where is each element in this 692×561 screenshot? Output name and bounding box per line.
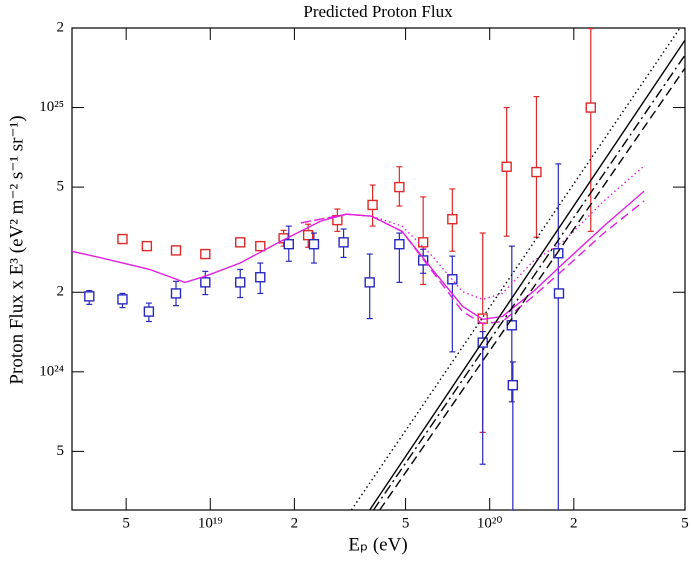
data-point: [141, 240, 153, 252]
y-tick-label: 2: [57, 284, 65, 300]
y-tick-label: 2: [57, 19, 65, 35]
data-point: [302, 229, 314, 241]
x-tick-label: 10²⁰: [477, 515, 503, 531]
data-point: [235, 277, 246, 288]
data-point: [255, 240, 266, 252]
data-point: [553, 288, 565, 299]
data-point: [255, 272, 266, 283]
data-point: [143, 306, 155, 317]
plot-area: [72, 28, 685, 510]
curve: [372, 54, 685, 510]
data-point: [447, 214, 458, 225]
curve: [379, 67, 685, 510]
data-point: [585, 102, 596, 113]
data-point: [507, 379, 519, 391]
data-point: [170, 245, 182, 256]
curve: [350, 28, 681, 510]
data-point: [235, 237, 246, 248]
data-point: [338, 237, 349, 248]
data-point: [367, 199, 378, 211]
data-point: [417, 255, 429, 266]
data-point: [394, 239, 405, 250]
data-point: [84, 291, 95, 302]
x-tick-label: 2: [570, 515, 578, 531]
x-tick-label: 10¹⁹: [198, 515, 223, 531]
curve: [369, 39, 685, 510]
data-point: [501, 161, 512, 172]
y-axis-label: Proton Flux x E³ (eV² m⁻² s⁻¹ sr⁻¹): [6, 115, 27, 384]
data-point: [200, 277, 211, 288]
chart-title: Predicted Proton Flux: [303, 2, 453, 21]
data-point: [200, 248, 211, 260]
x-axis-label: Eₚ (eV): [348, 534, 407, 555]
data-point: [283, 239, 294, 250]
curve: [300, 200, 645, 325]
y-tick-label: 5: [57, 443, 65, 459]
x-tick-label: 5: [681, 515, 689, 531]
y-tick-label: 5: [57, 179, 65, 195]
data-point: [417, 237, 429, 248]
data-point: [308, 239, 320, 250]
x-tick-label: 5: [402, 515, 410, 531]
data-point: [364, 277, 375, 288]
curve: [300, 165, 645, 301]
plot-frame: [71, 27, 686, 511]
data-point: [531, 166, 542, 178]
y-tick-label: 10²⁵: [39, 99, 64, 115]
data-point: [553, 248, 564, 259]
x-tick-label: 5: [122, 515, 130, 531]
y-tick-label: 10²⁴: [39, 363, 64, 379]
x-tick-label: 2: [291, 515, 299, 531]
data-point: [117, 233, 128, 245]
data-point: [170, 288, 182, 299]
data-point: [117, 294, 128, 305]
data-point: [394, 181, 405, 193]
